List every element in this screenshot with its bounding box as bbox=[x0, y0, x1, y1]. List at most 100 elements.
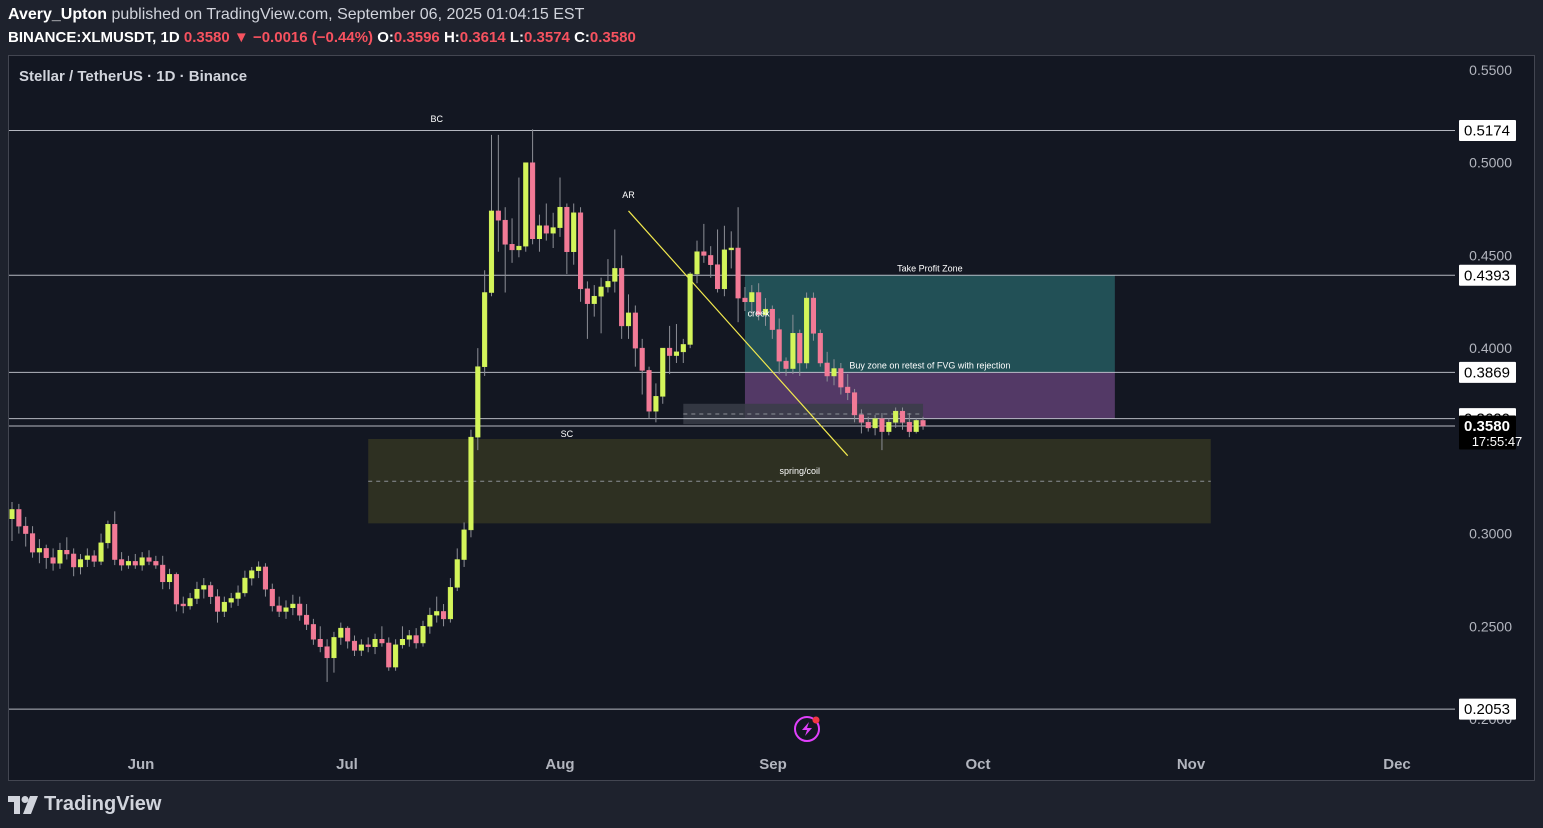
candle bbox=[427, 607, 433, 634]
candle bbox=[578, 207, 584, 302]
candle bbox=[146, 550, 152, 566]
candle-body bbox=[36, 548, 42, 553]
candle bbox=[879, 413, 885, 451]
candle-body bbox=[119, 559, 125, 566]
candle-body bbox=[23, 525, 29, 534]
candle bbox=[304, 604, 310, 630]
candle bbox=[16, 503, 22, 534]
candle bbox=[516, 177, 522, 258]
candle-body bbox=[187, 598, 193, 607]
candle-body bbox=[173, 574, 179, 605]
candle bbox=[612, 229, 618, 293]
candle-body bbox=[516, 245, 522, 251]
candle bbox=[338, 622, 344, 645]
candle bbox=[715, 229, 721, 293]
candle-body bbox=[139, 557, 145, 566]
candle bbox=[249, 566, 255, 586]
open-value: 0.3596 bbox=[393, 29, 440, 46]
candle bbox=[625, 294, 632, 339]
candle bbox=[57, 542, 63, 569]
candle-body bbox=[550, 227, 556, 234]
candle bbox=[906, 413, 912, 438]
candle bbox=[64, 537, 70, 560]
candle bbox=[893, 407, 899, 428]
lightning-icon[interactable] bbox=[794, 716, 820, 742]
price-tag-text: 0.5174 bbox=[1464, 122, 1510, 139]
price-tag-box bbox=[1459, 415, 1516, 450]
annotation-bc: BC bbox=[430, 114, 443, 124]
candle-body bbox=[201, 585, 207, 590]
candle bbox=[639, 338, 645, 395]
y-tick-label: 0.3000 bbox=[1469, 526, 1512, 542]
last-price: 0.3580 bbox=[183, 29, 230, 46]
y-tick-label: 0.4000 bbox=[1469, 340, 1512, 356]
candle-body bbox=[269, 588, 275, 607]
candle bbox=[756, 283, 762, 321]
countdown-text: 17:55:47 bbox=[1472, 434, 1523, 449]
candle bbox=[660, 347, 666, 404]
candle bbox=[105, 520, 111, 549]
candle-body bbox=[632, 312, 638, 349]
candle-body bbox=[495, 210, 501, 221]
candle-body bbox=[776, 329, 782, 362]
candle bbox=[187, 592, 193, 610]
candle bbox=[701, 223, 707, 263]
candle bbox=[77, 553, 84, 575]
candle-body bbox=[372, 639, 378, 647]
candle-body bbox=[509, 244, 515, 251]
candle bbox=[317, 626, 323, 653]
candle bbox=[886, 418, 892, 436]
candle-body bbox=[105, 524, 111, 544]
candle-body bbox=[708, 255, 714, 265]
candle-body bbox=[283, 607, 289, 612]
candle-body bbox=[913, 420, 919, 432]
candle bbox=[742, 286, 748, 312]
candle bbox=[269, 583, 275, 612]
price-tag-text: 0.3580 bbox=[1464, 418, 1510, 435]
publisher-name[interactable]: Avery_Upton bbox=[8, 6, 107, 23]
candle-body bbox=[454, 559, 460, 588]
candle-body bbox=[160, 564, 166, 583]
candle bbox=[235, 585, 241, 606]
candle bbox=[694, 240, 700, 284]
candle bbox=[208, 581, 214, 605]
annotation-spring-coil: spring/coil bbox=[779, 466, 820, 476]
candle-body bbox=[523, 162, 529, 247]
candle bbox=[153, 555, 159, 569]
take-profit-zone-label: Take Profit Zone bbox=[897, 263, 963, 273]
candle-body bbox=[488, 210, 495, 293]
candle bbox=[749, 285, 755, 315]
candle bbox=[899, 407, 906, 430]
candle bbox=[571, 203, 577, 265]
candle-body bbox=[680, 344, 686, 353]
candle bbox=[728, 231, 734, 269]
candle bbox=[112, 511, 118, 566]
candle-body bbox=[57, 550, 63, 564]
candle-body bbox=[660, 347, 666, 397]
candle-body bbox=[345, 627, 351, 642]
publish-header: Avery_Upton published on TradingView.com… bbox=[8, 6, 584, 24]
candle bbox=[365, 637, 371, 653]
candle bbox=[482, 270, 488, 376]
symbol-label: BINANCE:XLMUSDT, 1D bbox=[8, 29, 180, 46]
candle-body bbox=[125, 561, 132, 566]
candle-body bbox=[393, 644, 399, 668]
brand-text: TradingView bbox=[44, 793, 162, 815]
candle-body bbox=[386, 642, 392, 668]
candle bbox=[345, 626, 351, 649]
candle-body bbox=[612, 268, 618, 282]
candle-body bbox=[687, 273, 693, 345]
candle-body bbox=[399, 639, 405, 646]
candle bbox=[831, 359, 837, 386]
candle-body bbox=[276, 605, 282, 612]
candle bbox=[310, 618, 316, 645]
candle-body bbox=[379, 639, 385, 644]
candle bbox=[84, 548, 90, 567]
tradingview-logo[interactable]: TradingView bbox=[8, 793, 161, 816]
candle bbox=[441, 604, 447, 627]
candle bbox=[420, 620, 426, 647]
candle bbox=[351, 635, 358, 656]
candle-body bbox=[639, 347, 645, 371]
price-tag-0.4393: 0.4393 bbox=[1459, 264, 1516, 286]
